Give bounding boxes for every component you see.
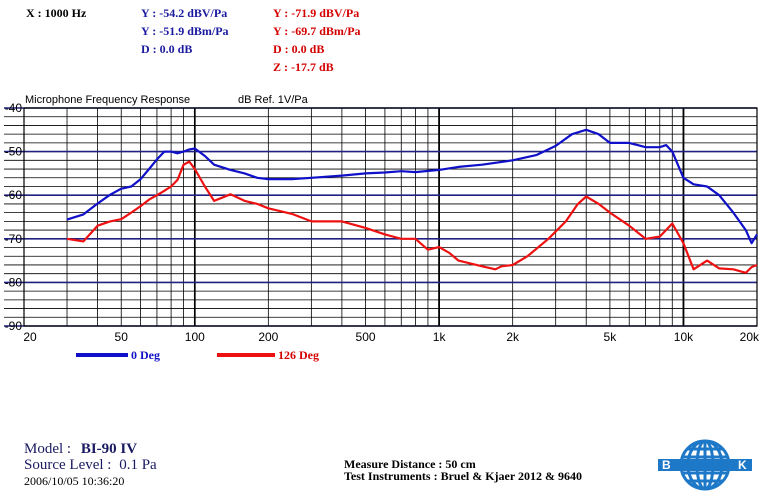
blue-readout-d: D : 0.0 dB <box>141 42 193 56</box>
y-tick-label: -90 <box>5 319 23 333</box>
blue-readout-dbm: Y : -51.9 dBm/Pa <box>141 24 229 38</box>
source-level-label: Source Level : <box>24 457 112 473</box>
logo-letter-b: B <box>662 458 671 472</box>
y-tick-label: -60 <box>5 188 23 202</box>
red-readout-d: D : 0.0 dB <box>273 42 325 56</box>
test-instruments: Test Instruments : Bruel & Kjaer 2012 & … <box>344 469 582 483</box>
x-tick-label: 20 <box>23 330 37 344</box>
series-line-0-deg <box>66 128 758 245</box>
x-tick-label: 200 <box>258 330 278 344</box>
logo-letter-k: K <box>738 458 747 472</box>
measurement-datetime: 2006/10/05 10:36:20 <box>24 474 125 488</box>
x-tick-label: 10k <box>674 330 694 344</box>
x-tick-label: 5k <box>604 330 618 344</box>
source-level-value: 0.1 Pa <box>119 457 157 473</box>
plot-frame <box>23 107 758 327</box>
x-tick-label: 50 <box>115 330 129 344</box>
x-tick-label: 20k <box>740 330 760 344</box>
model-label: Model : <box>24 441 72 457</box>
x-tick-label: 1k <box>433 330 447 344</box>
y-axis-unit-label: dB Ref. 1V/Pa <box>238 94 308 106</box>
legend-swatch-0deg <box>76 353 128 357</box>
x-tick-label: 2k <box>506 330 520 344</box>
red-readout-z: Z : -17.7 dB <box>273 60 334 74</box>
y-tick-label: -70 <box>5 232 23 246</box>
x-tick-label: 100 <box>185 330 205 344</box>
model-value: BI-90 IV <box>80 441 138 457</box>
chart-title: Microphone Frequency Response <box>25 94 191 106</box>
response-curves <box>66 128 758 274</box>
legend-swatch-126deg <box>217 353 275 357</box>
blue-readout-dbv: Y : -54.2 dBV/Pa <box>141 6 228 20</box>
globe-logo-icon: B K <box>658 439 752 491</box>
source-level-line: Source Level : 0.1 Pa <box>24 457 157 474</box>
series-line-126-deg <box>66 160 758 274</box>
red-readout-dbv: Y : -71.9 dBV/Pa <box>273 6 360 20</box>
y-tick-label: -80 <box>5 275 23 289</box>
red-readout-dbm: Y : -69.7 dBm/Pa <box>273 24 361 38</box>
x-tick-label: 500 <box>356 330 376 344</box>
legend-label-0deg: 0 Deg <box>131 348 160 362</box>
major-grid <box>4 107 758 327</box>
measure-distance: Measure Distance : 50 cm <box>344 457 476 471</box>
y-tick-label: -50 <box>5 145 23 159</box>
minor-grid <box>4 108 758 326</box>
cursor-x-readout: X : 1000 Hz <box>26 6 87 20</box>
y-tick-label: -40 <box>5 101 23 115</box>
model-line: Model : BI-90 IV <box>24 441 137 458</box>
legend-label-126deg: 126 Deg <box>278 348 319 362</box>
